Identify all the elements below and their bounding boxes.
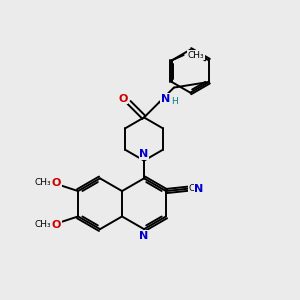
Text: N: N: [161, 94, 170, 104]
Text: C: C: [189, 184, 195, 193]
Text: N: N: [140, 149, 149, 159]
Text: O: O: [118, 94, 128, 104]
Text: H: H: [171, 98, 178, 106]
Text: CH₃: CH₃: [35, 220, 52, 229]
Text: O: O: [52, 178, 61, 188]
Text: N: N: [194, 184, 203, 194]
Text: N: N: [140, 231, 149, 241]
Text: CH₃: CH₃: [188, 50, 205, 59]
Text: CH₃: CH₃: [35, 178, 52, 187]
Text: O: O: [52, 220, 61, 230]
